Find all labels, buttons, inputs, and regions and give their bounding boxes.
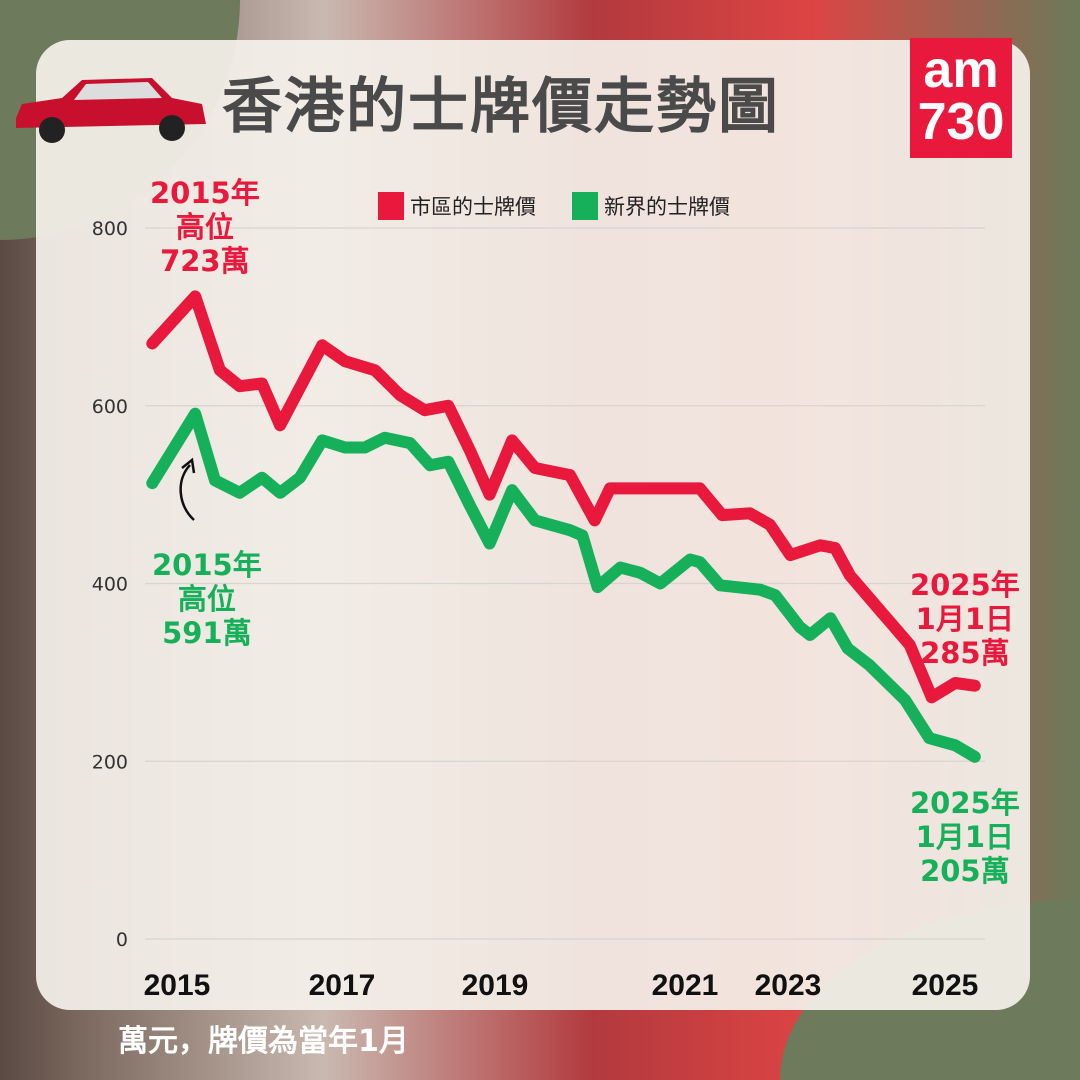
unit-footnote: 萬元，牌價為當年1月 (118, 1024, 409, 1059)
x-tick-label: 2015 (144, 969, 211, 1002)
annotation-line: 1月1日 (915, 820, 1015, 854)
page-title: 香港的士牌價走勢圖 (222, 72, 780, 142)
annotation-line: 591萬 (162, 616, 252, 650)
annotation-line: 2015年 (150, 176, 260, 210)
logo-line: am (923, 41, 999, 99)
x-tick-label: 2017 (309, 969, 376, 1002)
y-tick-label: 400 (92, 574, 128, 596)
annotation-urban-latest: 2025年 1月1日 285萬 (910, 568, 1020, 670)
x-tick-label: 2019 (462, 969, 529, 1002)
taxi-icon (16, 78, 206, 143)
legend-label: 市區的士牌價 (410, 195, 536, 219)
x-tick-label: 2025 (912, 969, 979, 1002)
y-tick-label: 800 (92, 218, 128, 240)
legend-swatch (378, 192, 404, 220)
legend-label: 新界的士牌價 (604, 195, 730, 219)
annotation-line: 2015年 (152, 548, 262, 582)
annotation-line: 2025年 (910, 786, 1020, 820)
urban-price-line (146, 290, 981, 704)
annotation-line: 高位 (177, 582, 236, 616)
arrow-icon (179, 464, 195, 521)
annotation-line: 723萬 (160, 244, 250, 278)
annotation-line: 2025年 (910, 568, 1020, 602)
annotation-line: 1月1日 (915, 602, 1015, 636)
x-tick-label: 2021 (652, 969, 719, 1002)
annotation-line: 205萬 (920, 854, 1010, 888)
am730-logo: am 730 (910, 38, 1012, 158)
annotation-nt-latest: 2025年 1月1日 205萬 (910, 786, 1020, 888)
nt-price-line (146, 407, 981, 763)
logo-line: 730 (917, 93, 1005, 151)
x-tick-label: 2023 (755, 969, 822, 1002)
arrow-head-icon (181, 457, 196, 474)
y-tick-label: 200 (92, 751, 128, 773)
annotation-line: 高位 (175, 210, 234, 244)
annotation-nt-high: 2015年 高位 591萬 (152, 548, 262, 650)
annotation-urban-high: 2015年 高位 723萬 (150, 176, 260, 278)
legend-swatch (572, 192, 598, 220)
y-tick-label: 600 (92, 396, 128, 418)
y-tick-label: 0 (116, 929, 128, 951)
annotation-line: 285萬 (920, 636, 1010, 670)
